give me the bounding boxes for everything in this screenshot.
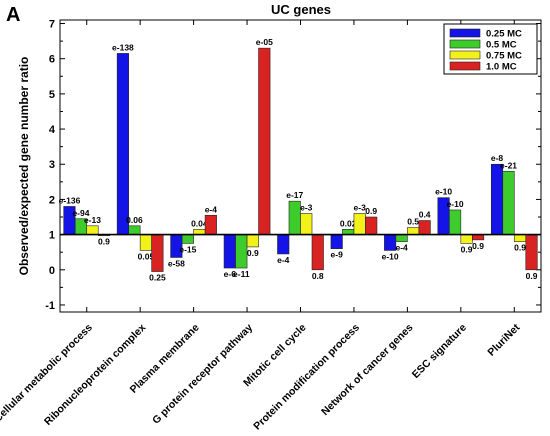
panel-letter: A <box>6 4 21 26</box>
y-tick-label: -1 <box>45 300 55 312</box>
bar-0-75-mc <box>353 213 366 235</box>
legend-swatch <box>449 61 481 71</box>
data-label: 0.02 <box>340 218 357 228</box>
bar-0-75-mc <box>139 234 152 251</box>
y-tick-label: 3 <box>49 159 55 171</box>
legend-swatch <box>449 39 481 49</box>
data-label: 0.9 <box>472 241 484 251</box>
data-label: e-8 <box>491 153 504 163</box>
bar-0-25-mc <box>223 234 236 269</box>
data-label: e-13 <box>84 215 101 225</box>
y-axis-label: Observed/expected gene number ratio <box>17 57 31 276</box>
data-label: e-3 <box>354 202 367 212</box>
plot-area: -1 0 1 2 3 4 5 6 7 Observed/expected gene number … <box>0 19 542 433</box>
bar-0-25-mc <box>384 234 397 251</box>
category-label: Protein modification process <box>251 322 362 433</box>
bar-0-5-mc <box>395 234 408 242</box>
data-label: e-10 <box>435 187 452 197</box>
bar-0-25-mc <box>116 53 129 235</box>
data-label: e-17 <box>286 190 303 200</box>
bar-0-25-mc <box>490 163 504 235</box>
legend-label: 1.0 MC <box>486 62 517 73</box>
data-label: 0.4 <box>419 210 431 220</box>
category-label: Cellular metabolic process <box>0 322 95 425</box>
bar-0-5-mc <box>288 200 301 235</box>
category-label: Ribonucleoprotein complex <box>42 322 148 428</box>
category-label: PluriNet <box>485 321 522 358</box>
data-label: 0.8 <box>312 271 324 281</box>
data-label: e-4 <box>395 243 408 253</box>
bar-0-75-mc <box>86 225 99 235</box>
bar-1-0-mc <box>525 234 538 271</box>
y-tick-label: 7 <box>49 19 55 31</box>
bar-0-5-mc <box>128 225 141 235</box>
bar-0-75-mc <box>407 227 420 235</box>
bar-0-5-mc <box>235 234 248 269</box>
bar-0-75-mc <box>513 234 527 242</box>
category-label: Network of cancer genes <box>319 322 415 418</box>
bar-0-25-mc <box>330 234 343 249</box>
data-label: 0.06 <box>126 215 143 225</box>
data-label: e-05 <box>256 37 273 47</box>
data-label: 0.9 <box>461 244 473 254</box>
data-label: 0.5 <box>407 217 419 227</box>
data-label: 0.25 <box>149 273 166 283</box>
data-label: e-6 <box>224 269 237 279</box>
data-label: 0.9 <box>514 243 526 253</box>
data-label: e-15 <box>179 244 196 254</box>
bar-0-25-mc <box>277 234 290 255</box>
bar-1-0-mc <box>204 214 217 235</box>
y-tick-label: 5 <box>49 89 55 101</box>
data-label: e-138 <box>112 42 134 52</box>
legend-swatch <box>449 50 481 60</box>
bar-0-75-mc <box>246 234 259 248</box>
data-label: e-21 <box>500 160 517 170</box>
y-tick-label: 6 <box>49 54 55 66</box>
data-label: 0.9 <box>526 271 538 281</box>
data-label: e-58 <box>168 258 185 268</box>
bar-1-0-mc <box>258 47 271 235</box>
data-label: e-4 <box>277 255 290 265</box>
category-label: G protein receptor pathway <box>150 322 255 427</box>
data-label: 0.05 <box>138 251 155 261</box>
legend-label: 0.25 MC <box>486 29 522 40</box>
legend-label: 0.75 MC <box>486 51 522 62</box>
data-label: e-10 <box>382 251 399 261</box>
y-tick-label: 1 <box>49 230 55 242</box>
bar-0-5-mc <box>449 209 462 235</box>
data-label: 0.9 <box>98 236 110 246</box>
data-label: e-4 <box>205 204 218 214</box>
bar-1-0-mc <box>151 234 164 272</box>
legend-label: 0.5 MC <box>486 40 517 51</box>
data-label: e-94 <box>72 208 89 218</box>
data-label: e-10 <box>447 199 464 209</box>
data-label: e-9 <box>331 250 344 260</box>
data-label: 0.9 <box>247 248 259 258</box>
bar-0-75-mc <box>300 213 313 235</box>
category-label: ESC signature <box>410 322 469 381</box>
legend-swatch <box>449 28 481 38</box>
bar-1-0-mc <box>418 220 431 235</box>
y-tick-label: 2 <box>49 194 55 206</box>
data-label: 0.9 <box>365 206 377 216</box>
bar-0-75-mc <box>460 234 473 244</box>
bar-0-5-mc <box>181 234 194 244</box>
y-tick-label: 4 <box>49 124 56 136</box>
data-label: e-3 <box>300 202 313 212</box>
legend: 0.25 MC0.5 MC0.75 MC1.0 MC <box>443 23 538 75</box>
bar-1-0-mc <box>311 234 324 271</box>
data-label: 0.04 <box>191 218 208 228</box>
chart-title: UC genes <box>271 2 331 17</box>
y-tick-label: 0 <box>49 265 55 277</box>
bar-1-0-mc <box>365 216 378 235</box>
data-label: e-136 <box>59 195 81 205</box>
data-label: e-11 <box>233 269 250 279</box>
bar-0-5-mc <box>502 170 515 235</box>
